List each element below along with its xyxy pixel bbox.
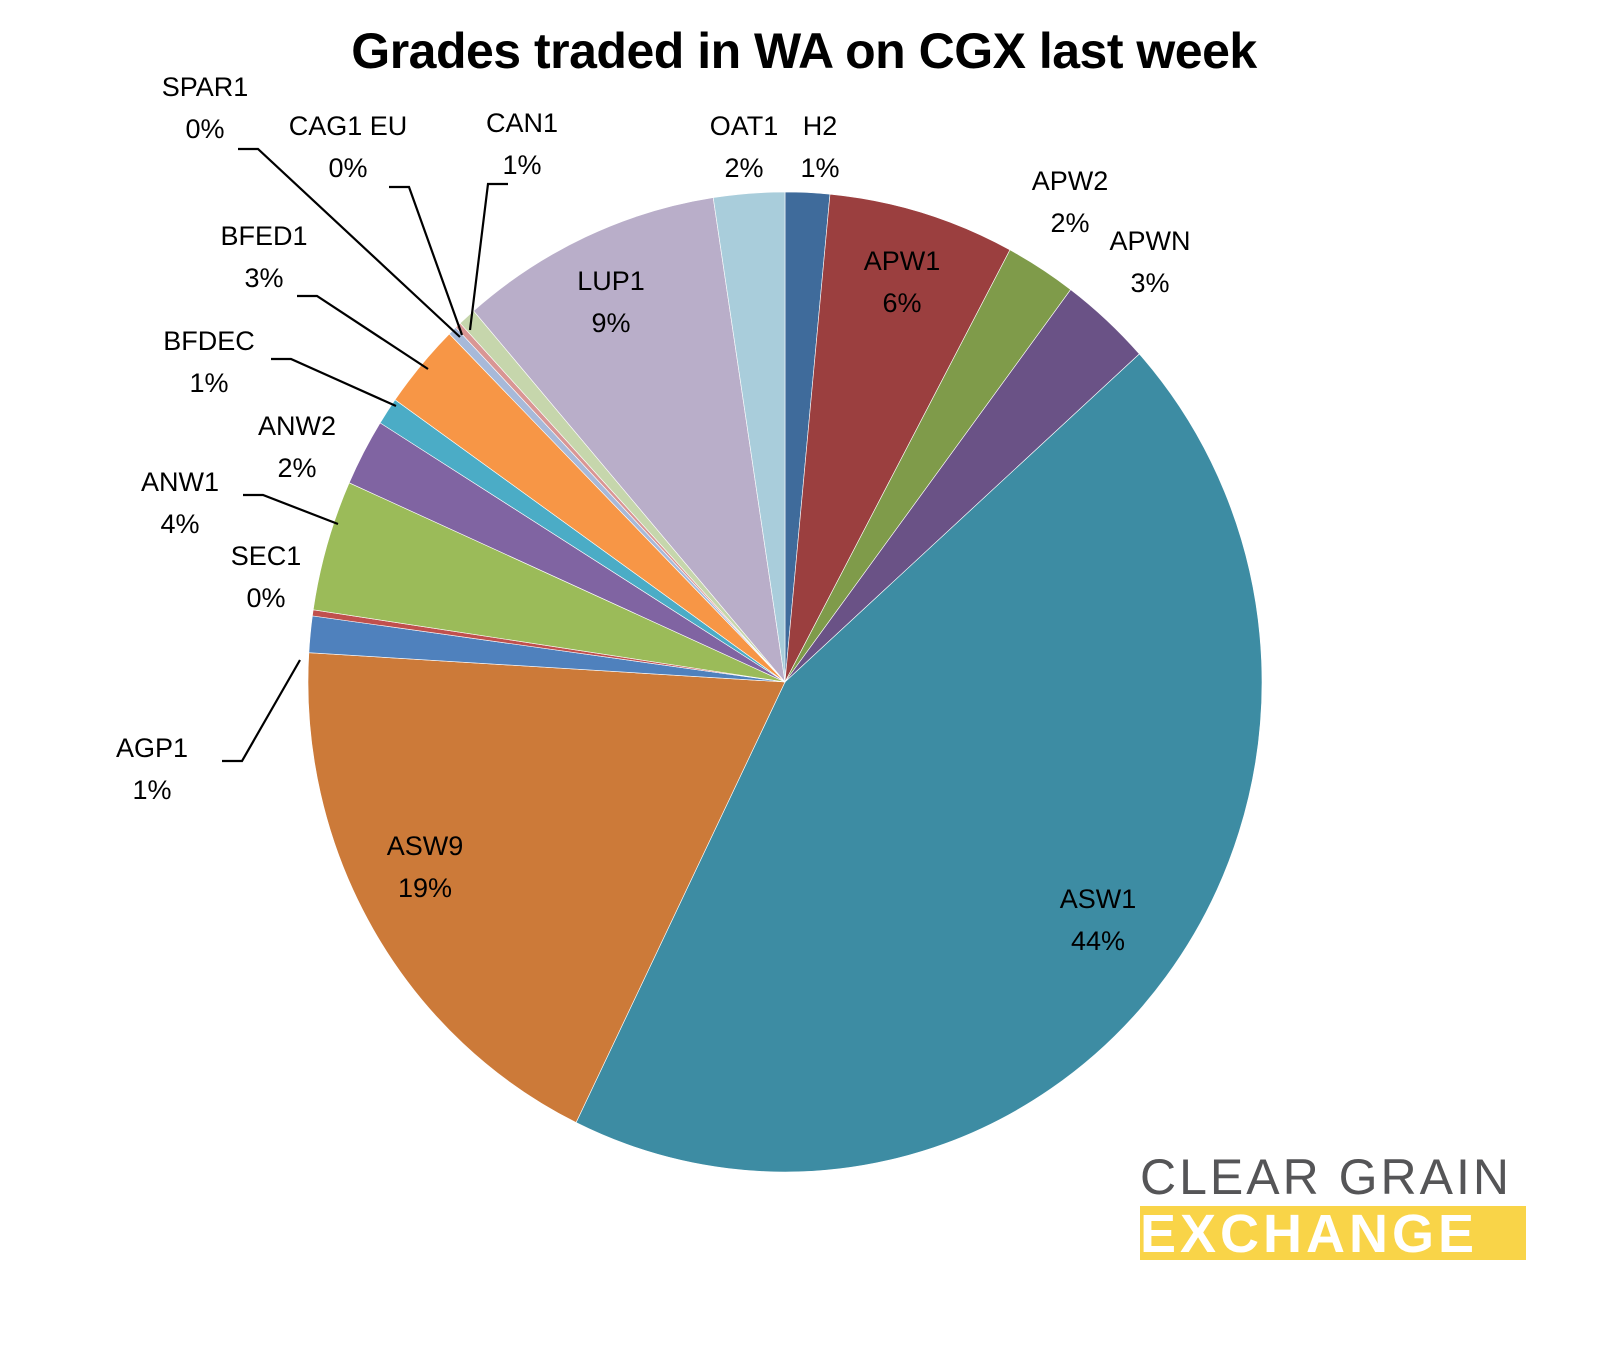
slice-label: SPAR1 bbox=[162, 72, 249, 102]
slice-label: LUP1 bbox=[577, 266, 645, 296]
leader-line bbox=[222, 659, 301, 763]
logo-line2: EXCHANGE bbox=[1140, 1206, 1526, 1260]
slice-percent: 1% bbox=[502, 150, 541, 180]
data-labels: H2 1% APW1 6% APW2 2% APWN 3% ASW1 44% ASW9 19% AGP1… bbox=[116, 72, 1191, 956]
slice-percent: 3% bbox=[244, 263, 283, 293]
slice-percent: 6% bbox=[882, 288, 921, 318]
slice-percent: 0% bbox=[185, 114, 224, 144]
pie-slice-asw9 bbox=[307, 652, 786, 1123]
slice-label: BFDEC bbox=[163, 326, 255, 356]
pie-slice-lup1 bbox=[473, 197, 786, 684]
slice-label: ASW1 bbox=[1060, 884, 1137, 914]
leader-line bbox=[238, 147, 461, 338]
slice-percent: 0% bbox=[328, 153, 367, 183]
slice-label: SEC1 bbox=[231, 541, 302, 571]
slice-percent: 1% bbox=[800, 153, 839, 183]
slice-label: H2 bbox=[803, 111, 838, 141]
leader-line bbox=[271, 357, 397, 408]
leader-lines bbox=[222, 147, 508, 763]
slice-label: CAN1 bbox=[486, 108, 558, 138]
slice-percent: 3% bbox=[1130, 268, 1169, 298]
pie-slice-apw1 bbox=[784, 193, 1011, 683]
slice-percent: 1% bbox=[132, 775, 171, 805]
slice-percent: 1% bbox=[189, 368, 228, 398]
slice-percent: 2% bbox=[277, 453, 316, 483]
logo-line1: CLEAR GRAIN bbox=[1140, 1149, 1512, 1205]
slice-percent: 19% bbox=[398, 873, 452, 903]
slice-label: ANW1 bbox=[141, 467, 219, 497]
slice-label: APW2 bbox=[1032, 166, 1109, 196]
slice-percent: 2% bbox=[724, 153, 763, 183]
slice-percent: 2% bbox=[1050, 208, 1089, 238]
slice-percent: 44% bbox=[1071, 926, 1125, 956]
pie-slice-asw1 bbox=[575, 353, 1263, 1173]
slice-label: BFED1 bbox=[220, 221, 307, 251]
leader-line bbox=[468, 182, 508, 331]
leader-line bbox=[297, 294, 429, 370]
pie-slice-oat1 bbox=[712, 191, 786, 683]
slice-label: APW1 bbox=[864, 246, 941, 276]
clear-grain-exchange-logo: CLEAR GRAIN EXCHANGE bbox=[1140, 1150, 1540, 1260]
chart-title: Grades traded in WA on CGX last week bbox=[351, 23, 1257, 79]
leader-line bbox=[243, 493, 339, 526]
slice-label: CAG1 EU bbox=[289, 111, 408, 141]
slice-percent: 4% bbox=[160, 509, 199, 539]
leader-line bbox=[389, 185, 464, 336]
slice-label: ASW9 bbox=[387, 831, 464, 861]
slice-label: APWN bbox=[1110, 226, 1191, 256]
slice-percent: 9% bbox=[591, 308, 630, 338]
pie-slices bbox=[307, 191, 1263, 1173]
slice-label: OAT1 bbox=[710, 111, 779, 141]
slice-label: ANW2 bbox=[258, 411, 336, 441]
slice-percent: 0% bbox=[246, 583, 285, 613]
slice-label: AGP1 bbox=[116, 733, 188, 763]
